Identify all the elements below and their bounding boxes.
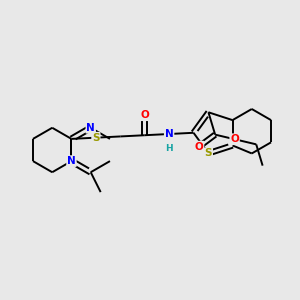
Text: O: O	[195, 142, 203, 152]
Text: S: S	[205, 148, 212, 158]
Text: N: N	[165, 129, 173, 139]
Text: S: S	[92, 133, 100, 143]
Text: N: N	[67, 156, 76, 166]
Text: O: O	[140, 110, 149, 120]
Text: O: O	[230, 134, 239, 144]
Text: N: N	[86, 123, 95, 133]
Text: H: H	[165, 144, 173, 153]
